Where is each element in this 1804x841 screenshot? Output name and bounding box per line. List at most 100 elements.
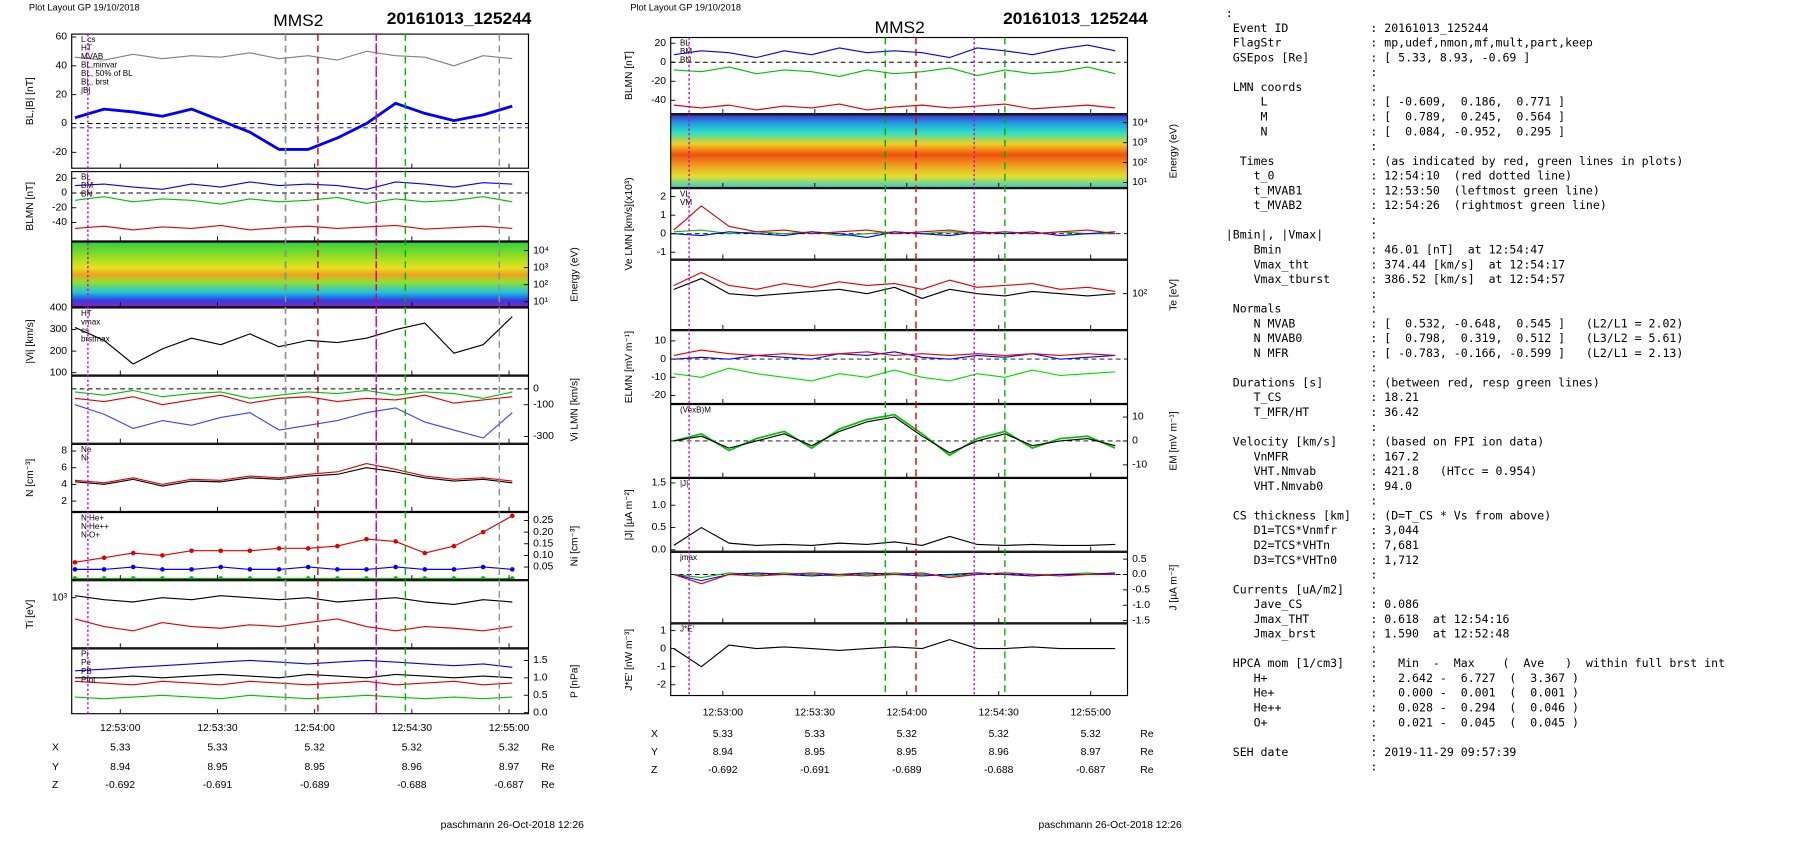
legend-entry: |B| bbox=[81, 86, 91, 95]
info-value: : 12:54:10 (red dotted line) bbox=[1370, 169, 1572, 183]
info-key: |Bmin|, |Vmax| bbox=[1226, 228, 1323, 243]
coord-value: 8.95 bbox=[305, 762, 325, 773]
y-axis-label: Ti [eV] bbox=[25, 600, 36, 629]
info-value: : bbox=[1370, 641, 1377, 655]
info-key: D2=TCS*VHTn bbox=[1226, 538, 1330, 552]
info-value: : bbox=[1370, 302, 1377, 316]
y-tick-label: 0.20 bbox=[533, 527, 553, 538]
coord-value: -0.689 bbox=[892, 765, 922, 776]
info-value: : bbox=[1370, 420, 1377, 434]
y-tick-label: 6 bbox=[61, 462, 67, 473]
y-tick-label: 0 bbox=[660, 57, 666, 68]
header-event: 20161013_125244 bbox=[387, 8, 532, 28]
coord-value: -0.688 bbox=[984, 765, 1014, 776]
series-line bbox=[74, 224, 513, 231]
x-tick-label: 12:53:00 bbox=[703, 707, 744, 718]
series-line bbox=[673, 526, 1116, 546]
data-point bbox=[509, 513, 515, 519]
y-axis-label: Te [eV] bbox=[1168, 279, 1179, 311]
y-axis-label: BLMN [nT] bbox=[25, 182, 36, 231]
info-key: LMN coords bbox=[1226, 80, 1303, 94]
info-value: : bbox=[1370, 228, 1377, 242]
y-axis-label: Vi LMN [km/s] bbox=[569, 378, 580, 441]
coord-value: 8.94 bbox=[110, 762, 130, 773]
y-axis-label: J [µA m⁻²] bbox=[1168, 564, 1179, 610]
series-line bbox=[74, 659, 513, 672]
info-value: : 0.618 at 12:54:16 bbox=[1370, 612, 1509, 626]
y-tick-label: 1.0 bbox=[533, 673, 548, 684]
info-value: : 12:53:50 (leftmost green line) bbox=[1370, 183, 1600, 197]
info-value: : 386.52 [km/s] at 12:54:57 bbox=[1370, 272, 1565, 286]
data-point bbox=[130, 550, 136, 556]
coord-value: 5.33 bbox=[713, 729, 733, 740]
coord-label: Y bbox=[651, 747, 658, 758]
panel-frame bbox=[71, 443, 530, 512]
panel-frame bbox=[71, 171, 530, 242]
data-point bbox=[189, 567, 194, 572]
coord-value: 5.32 bbox=[305, 743, 325, 754]
panel-frame bbox=[71, 33, 530, 169]
y-axis-label: |Vi| [km/s] bbox=[25, 319, 36, 363]
info-value: : 374.44 [km/s] at 12:54:17 bbox=[1370, 257, 1565, 271]
y-axis-label: N [cm⁻³] bbox=[25, 459, 36, 497]
coord-label: Z bbox=[651, 765, 657, 776]
series-line bbox=[673, 44, 1116, 59]
legend-entry: N He+ bbox=[81, 513, 104, 522]
info-value: : bbox=[1370, 568, 1377, 582]
data-point bbox=[160, 553, 165, 558]
panel-frame bbox=[71, 307, 530, 376]
coord-value: 8.96 bbox=[989, 747, 1009, 758]
coord-value: -0.689 bbox=[300, 780, 330, 791]
series-line bbox=[74, 680, 513, 686]
info-value: : (between red, resp green lines) bbox=[1370, 376, 1600, 390]
header-layout: Plot Layout GP 19/10/2018 bbox=[630, 2, 741, 12]
y-tick-label: 400 bbox=[50, 303, 68, 314]
y-axis-label: Energy (eV) bbox=[1168, 124, 1179, 178]
y-tick-label: -20 bbox=[52, 203, 67, 214]
y-tick-label: 0.25 bbox=[533, 515, 553, 526]
x-tick-label: 12:55:00 bbox=[1070, 707, 1111, 718]
y-tick-label: -100 bbox=[533, 399, 554, 410]
info-value: : [ -0.609, 0.186, 0.771 ] bbox=[1370, 95, 1565, 109]
info-value: : [ 0.084, -0.952, 0.295 ] bbox=[1370, 124, 1565, 138]
y-tick-label: 10³ bbox=[533, 262, 549, 273]
series-line bbox=[74, 316, 513, 365]
info-key: Durations [s] bbox=[1226, 376, 1323, 390]
y-tick-label: 10¹ bbox=[533, 296, 549, 307]
y-tick-label: 0.05 bbox=[533, 562, 553, 573]
data-point bbox=[364, 536, 369, 542]
x-tick-label: 12:53:00 bbox=[100, 723, 141, 734]
y-axis-label: Ni [cm⁻³] bbox=[569, 526, 580, 567]
y-tick-label: 1 bbox=[660, 210, 666, 221]
header-layout: Plot Layout GP 19/10/2018 bbox=[29, 2, 140, 12]
y-tick-label: 20 bbox=[56, 173, 68, 184]
y-tick-label: 1.5 bbox=[652, 478, 667, 489]
info-value: : (D=T_CS * Vs from above) bbox=[1370, 509, 1551, 523]
spectrogram bbox=[71, 242, 529, 307]
info-value: : [ -0.783, -0.166, -0.599 ] (L2/L1 = 2.… bbox=[1370, 346, 1683, 360]
info-value: : [ 5.33, 8.93, -0.69 ] bbox=[1370, 51, 1530, 65]
y-tick-label: -40 bbox=[52, 217, 67, 228]
info-value: : [ 0.532, -0.648, 0.545 ] (L2/L1 = 2.02… bbox=[1370, 316, 1683, 330]
coord-value: 5.33 bbox=[110, 743, 130, 754]
info-value: : (based on FPI ion data) bbox=[1370, 435, 1544, 449]
coord-value: -0.691 bbox=[800, 765, 830, 776]
series-line bbox=[673, 367, 1116, 382]
y-tick-label: 300 bbox=[50, 324, 68, 335]
data-point bbox=[305, 564, 311, 570]
info-value: : 18.21 bbox=[1370, 390, 1419, 404]
header-event: 20161013_125244 bbox=[1003, 8, 1148, 28]
legend-entry: MVAB bbox=[81, 52, 103, 61]
coord-label: X bbox=[651, 729, 658, 740]
coord-value: -0.691 bbox=[203, 780, 233, 791]
series-line bbox=[673, 639, 1116, 668]
info-key: FlagStr bbox=[1226, 36, 1282, 50]
y-axis-label: Energy (eV) bbox=[569, 247, 580, 301]
y-tick-label: 10² bbox=[533, 279, 549, 290]
coord-unit: Re bbox=[541, 743, 555, 754]
y-tick-label: -1.5 bbox=[1132, 615, 1150, 626]
data-point bbox=[335, 567, 340, 572]
y-tick-label: 0.10 bbox=[533, 550, 553, 561]
coord-value: -0.692 bbox=[708, 765, 738, 776]
x-tick-label: 12:54:00 bbox=[294, 723, 335, 734]
